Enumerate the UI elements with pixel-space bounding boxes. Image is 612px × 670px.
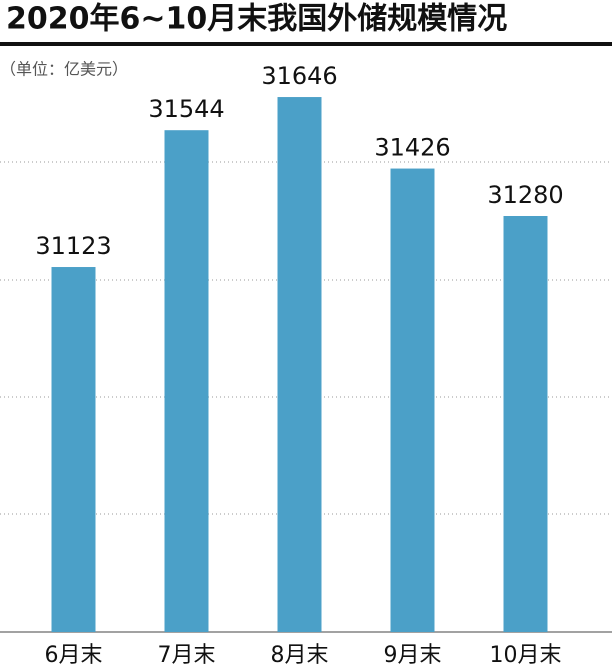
bar	[390, 168, 435, 633]
title-rule	[0, 42, 612, 46]
x-tick-label: 8月末	[271, 643, 329, 668]
x-tick-label: 10月末	[490, 643, 562, 668]
bar	[277, 97, 322, 633]
x-tick-label: 7月末	[158, 643, 216, 668]
bar	[164, 130, 209, 632]
chart-title: 2020年6~10月末我国外储规模情况	[6, 2, 507, 37]
bar	[51, 267, 96, 632]
value-label: 31426	[374, 134, 450, 162]
bar	[503, 216, 548, 632]
value-label: 31646	[261, 62, 337, 90]
value-label: 31544	[148, 95, 224, 123]
x-tick-label: 9月末	[384, 643, 442, 668]
value-label: 31123	[35, 232, 111, 260]
chart-subtitle: （单位：亿美元）	[0, 60, 128, 79]
x-tick-label: 6月末	[45, 643, 103, 668]
value-label: 31280	[487, 181, 563, 209]
